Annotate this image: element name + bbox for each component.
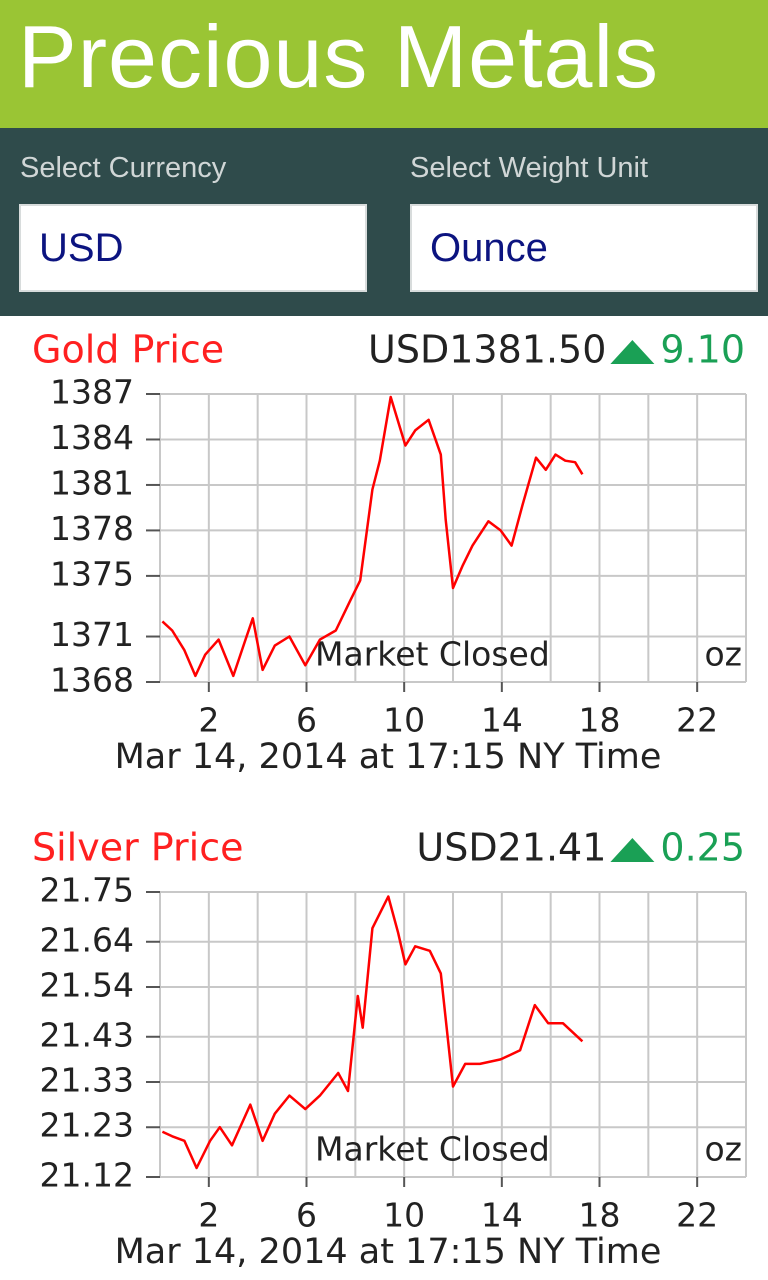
- x-tick-label: 18: [579, 1196, 621, 1235]
- chart-title: Gold Price: [32, 328, 224, 372]
- x-tick-label: 10: [383, 701, 425, 740]
- currency-select[interactable]: USD: [19, 204, 367, 292]
- x-tick-label: 22: [676, 701, 718, 740]
- x-tick-label: 22: [676, 1196, 718, 1235]
- y-tick-label: 1378: [50, 509, 134, 548]
- timestamp: Mar 14, 2014 at 17:15 NY Time: [115, 1232, 662, 1272]
- unit-label: oz: [704, 635, 742, 674]
- y-tick-label: 1381: [50, 463, 134, 502]
- x-tick-label: 6: [296, 1196, 317, 1235]
- timestamp: Mar 14, 2014 at 17:15 NY Time: [115, 737, 662, 777]
- y-tick-label: 21.43: [40, 1015, 134, 1054]
- y-tick-label: 21.75: [40, 871, 134, 910]
- y-tick-label: 21.23: [40, 1106, 134, 1145]
- x-tick-label: 18: [579, 701, 621, 740]
- y-tick-label: 21.12: [40, 1156, 134, 1195]
- x-tick-label: 14: [481, 1196, 523, 1235]
- x-tick-label: 2: [198, 701, 219, 740]
- charts: Gold Price 9.10 USD1381.50 1387 1384 1381 1378…: [32, 328, 747, 1272]
- y-tick-label: 1375: [50, 554, 134, 593]
- app-title: Precious Metals: [18, 7, 660, 106]
- weight-value: Ounce: [430, 226, 548, 270]
- currency-label: Select Currency: [20, 152, 227, 184]
- x-tick-label: 10: [383, 1196, 425, 1235]
- price-change: 9.10: [660, 328, 745, 372]
- weight-label: Select Weight Unit: [410, 152, 649, 184]
- y-tick-label: 1371: [50, 615, 134, 654]
- price: USD21.41: [416, 826, 606, 870]
- price-line: [161, 395, 584, 678]
- price: USD1381.50: [368, 328, 606, 372]
- y-tick-label: 1387: [50, 373, 134, 412]
- y-tick-label: 21.33: [40, 1061, 134, 1100]
- price-line: [161, 895, 584, 1170]
- header: Precious Metals: [0, 0, 768, 128]
- x-tick-label: 6: [296, 701, 317, 740]
- y-tick-label: 21.64: [40, 920, 134, 959]
- market-status: Market Closed: [315, 1130, 550, 1169]
- market-status: Market Closed: [315, 635, 550, 674]
- x-tick-label: 14: [481, 701, 523, 740]
- y-tick-label: 1384: [50, 418, 134, 457]
- selector-panel: Select Currency USD Select Weight Unit O…: [0, 128, 768, 316]
- y-tick-label: 21.54: [40, 966, 134, 1005]
- currency-value: USD: [39, 226, 124, 270]
- price-change: 0.25: [660, 826, 745, 870]
- weight-select[interactable]: Ounce: [410, 204, 758, 292]
- y-tick-label: 1368: [50, 661, 134, 700]
- unit-label: oz: [704, 1130, 742, 1169]
- change-arrow: [610, 340, 655, 364]
- change-arrow: [610, 838, 655, 862]
- chart-title: Silver Price: [32, 826, 244, 870]
- x-tick-label: 2: [198, 1196, 219, 1235]
